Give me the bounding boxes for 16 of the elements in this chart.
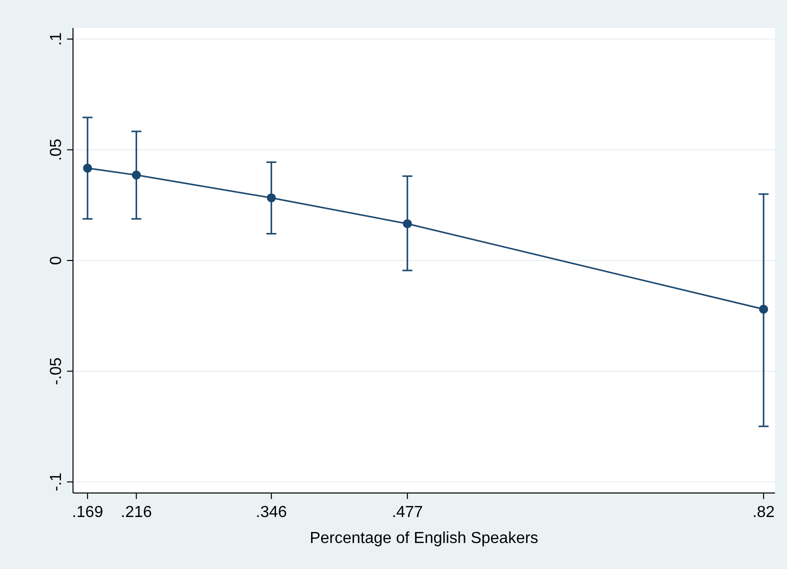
point [759,304,768,314]
x-tick-label: .82 [752,504,775,521]
point [132,170,141,180]
y-tick-label: .1 [48,32,65,46]
x-axis-title: Percentage of English Speakers [310,530,538,547]
y-tick-label: 0 [48,256,65,265]
x-tick-label: .477 [392,504,424,521]
y-tick-label: -.05 [48,357,65,386]
y-tick-label: -.1 [48,472,65,492]
point [402,219,412,228]
point [83,164,92,173]
y-tick-label: .05 [48,138,65,161]
x-tick-label: .216 [120,504,152,521]
point [266,193,276,202]
x-tick-label: .346 [256,504,288,521]
x-tick-label: .169 [72,504,104,521]
